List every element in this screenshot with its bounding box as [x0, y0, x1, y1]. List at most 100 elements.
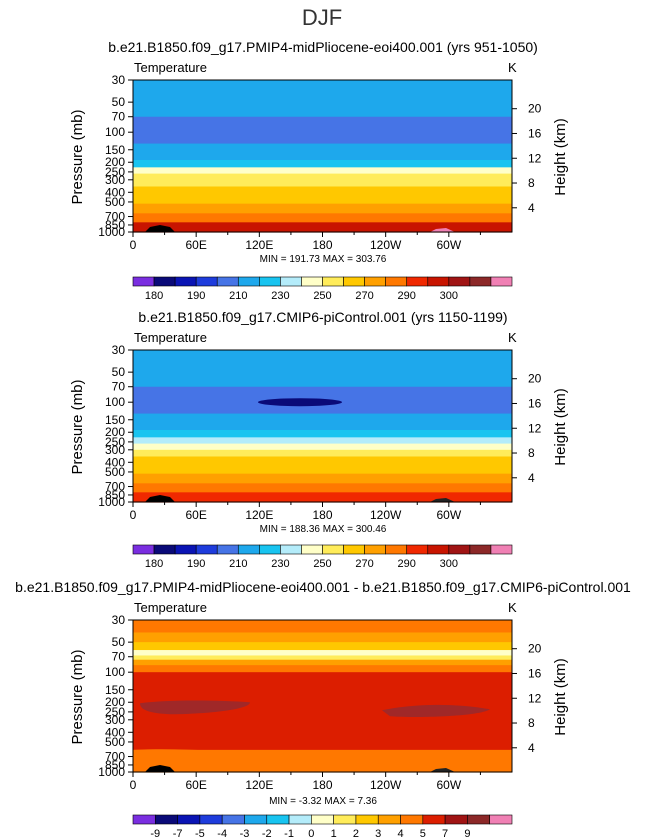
- y-tick-label: 30: [112, 73, 126, 87]
- x-tick-label: 60E: [185, 778, 206, 792]
- band: [133, 473, 512, 484]
- y2-tick-label: 4: [528, 471, 535, 485]
- band: [133, 422, 512, 431]
- y2-tick-label: 20: [528, 642, 542, 656]
- colorbar-swatch: [469, 276, 492, 287]
- panel-title: b.e21.B1850.f09_g17.PMIP4-midPliocene-eo…: [108, 39, 538, 55]
- colorbar-swatch: [237, 544, 260, 555]
- band: [133, 194, 512, 205]
- y2-axis-title: Height (km): [552, 658, 569, 736]
- colorbar-swatch: [427, 276, 450, 287]
- colorbar-swatch: [385, 276, 408, 287]
- y2-tick-label: 12: [528, 151, 542, 165]
- y-tick-label: 300: [105, 443, 125, 457]
- colorbar-swatch: [427, 544, 450, 555]
- band: [133, 413, 512, 424]
- stats-label: MIN = 188.36 MAX = 300.46: [260, 524, 387, 535]
- colorbar-label: 7: [442, 828, 448, 837]
- colorbar-swatch: [266, 814, 290, 825]
- band: [133, 749, 512, 773]
- colorbar-swatch: [132, 276, 155, 287]
- units-label: K: [508, 60, 517, 75]
- colorbar: 180 190 210 230 250 270 290 300: [132, 544, 513, 570]
- colorbar-swatch: [195, 276, 218, 287]
- field-label: Temperature: [134, 330, 207, 345]
- band: [133, 186, 512, 195]
- y2-tick-label: 4: [528, 741, 535, 755]
- band: [133, 173, 512, 181]
- band: [133, 350, 512, 373]
- colorbar-swatch: [377, 814, 401, 825]
- band: [133, 222, 512, 233]
- colorbar-swatch: [322, 276, 344, 287]
- panel-picontrol: b.e21.B1850.f09_g17.CMIP6-piControl.001 …: [69, 309, 569, 570]
- y-tick-label: 400: [105, 185, 125, 199]
- y-axis-title: Pressure (mb): [69, 109, 86, 204]
- y-tick-label: 400: [105, 725, 125, 739]
- colorbar-label: 290: [398, 558, 416, 570]
- colorbar-swatch: [489, 814, 513, 825]
- colorbar-label: -5: [195, 828, 205, 837]
- colorbar-swatch: [221, 814, 245, 825]
- y-tick-label: 50: [112, 95, 126, 109]
- colorbar-swatch: [199, 814, 223, 825]
- colorbar-swatch: [280, 544, 302, 555]
- band: [133, 203, 512, 214]
- colorbar-swatch: [467, 814, 491, 825]
- y-tick-label: 150: [105, 143, 125, 157]
- x-tick-label: 0: [130, 238, 137, 252]
- cold-anomaly: [258, 398, 342, 407]
- y2-tick-label: 20: [528, 372, 542, 386]
- y2-axis-title: Height (km): [552, 118, 569, 196]
- y-tick-label: 1000: [98, 225, 125, 239]
- colorbar-label: -9: [150, 828, 160, 837]
- colorbar-label: 270: [355, 558, 373, 570]
- colorbar: 180 190 210 230 250 270 290 300: [132, 276, 513, 302]
- colorbar-label: -3: [240, 828, 250, 837]
- y2-tick-label: 16: [528, 126, 542, 140]
- x-tick-label: 60W: [436, 778, 461, 792]
- colorbar-swatch: [406, 276, 429, 287]
- y-tick-label: 250: [105, 705, 125, 719]
- y-tick-label: 200: [105, 425, 125, 439]
- colorbar-swatch: [311, 814, 334, 825]
- y-tick-label: 700: [105, 210, 125, 224]
- band: [133, 483, 512, 493]
- y-tick-label: 100: [105, 395, 125, 409]
- y2-tick-label: 12: [528, 691, 542, 705]
- y-tick-label: 500: [105, 735, 125, 749]
- x-tick-label: 0: [130, 778, 137, 792]
- band: [133, 437, 512, 445]
- band: [133, 430, 512, 438]
- band: [133, 650, 512, 657]
- band: [133, 456, 512, 465]
- y-tick-label: 500: [105, 195, 125, 209]
- warm-anomaly-west: [140, 700, 250, 715]
- band: [133, 152, 512, 161]
- colorbar-label: 290: [398, 290, 416, 302]
- y-tick-label: 500: [105, 465, 125, 479]
- y-tick-label: 850: [105, 758, 125, 772]
- topography: [430, 498, 455, 502]
- x-tick-label: 120E: [245, 238, 273, 252]
- band: [133, 167, 512, 175]
- x-tick-label: 0: [130, 508, 137, 522]
- y2-tick-label: 8: [528, 446, 535, 460]
- y-axis-title: Pressure (mb): [69, 649, 86, 744]
- band: [133, 659, 512, 666]
- colorbar-swatch: [469, 544, 492, 555]
- band: [133, 143, 512, 154]
- colorbar-swatch: [343, 544, 365, 555]
- topography: [430, 768, 455, 772]
- y-axis-title: Pressure (mb): [69, 379, 86, 474]
- colorbar-swatch: [448, 544, 471, 555]
- colorbar-label: 300: [440, 558, 458, 570]
- colorbar-swatch: [174, 544, 197, 555]
- y-tick-label: 200: [105, 695, 125, 709]
- figure-title: DJF: [302, 5, 342, 30]
- colorbar: -9 -7 -5 -4 -3 -2 -1 0 1 2 3 4 5 7 9: [132, 814, 513, 837]
- y-tick-label: 30: [112, 343, 126, 357]
- topography: [145, 225, 175, 232]
